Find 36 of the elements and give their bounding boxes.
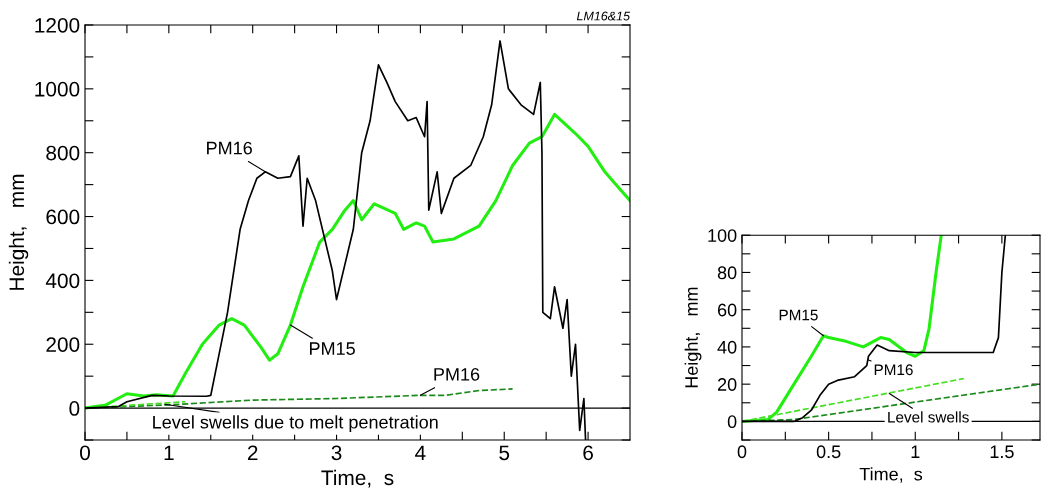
x-tick-label: 6 [583, 445, 593, 461]
y-tick-label: 80 [717, 266, 737, 280]
x-tick-label: 0 [80, 445, 90, 461]
text: LM16&15 [576, 11, 631, 21]
y-tick-label: 40 [717, 340, 737, 354]
y-tick-label: 600 [46, 209, 80, 225]
annotation: PM16 [874, 364, 913, 376]
y-tick-label: 0 [727, 415, 737, 429]
x-tick-label: 1 [164, 445, 174, 460]
annotation: Level swells [888, 411, 969, 423]
y-tick-label: 60 [717, 303, 737, 317]
y-tick-label: 20 [717, 378, 737, 391]
y-tick-label: 400 [45, 273, 80, 289]
x-tick-label: 0 [737, 445, 747, 459]
y-tick-label: 1200 [35, 17, 80, 33]
y-tick-label: 200 [46, 337, 80, 352]
annotation: Level swells due to melt penetration [153, 415, 438, 433]
x-axis-title: Time, s [321, 469, 394, 488]
x-tick-label: 1.5 [990, 445, 1014, 459]
x-tick-label: 4 [415, 445, 426, 460]
x-axis-title: Time, s [859, 467, 923, 483]
y-tick-label: 100 [708, 229, 737, 242]
x-tick-label: 1 [911, 445, 920, 458]
y-axis-title: Height, mm [8, 174, 29, 290]
y-axis-title: Height, mm [684, 287, 702, 388]
x-tick-label: 0.5 [816, 445, 841, 459]
y-tick-label: 800 [46, 145, 80, 161]
y-tick-label: 1000 [35, 81, 80, 97]
annotation: PM15 [779, 309, 818, 321]
annotation: PM16 [207, 141, 252, 155]
annotation: PM15 [309, 342, 355, 355]
x-tick-label: 2 [247, 445, 258, 460]
y-tick-label: 0 [69, 401, 80, 416]
x-tick-label: 3 [331, 445, 342, 461]
x-tick-label: 5 [499, 445, 510, 461]
annotation: PM16 [434, 367, 480, 381]
